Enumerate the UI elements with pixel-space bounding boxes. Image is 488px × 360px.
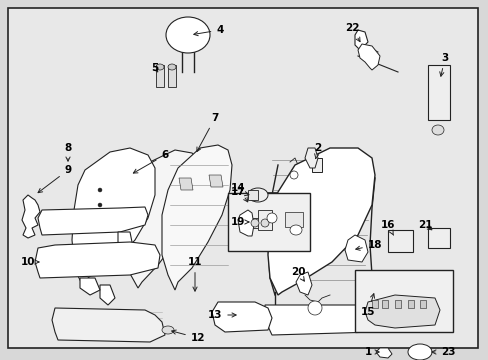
Text: 4: 4	[193, 25, 223, 36]
Text: 17: 17	[230, 187, 248, 197]
Bar	[427, 228, 449, 248]
Text: 3: 3	[439, 53, 447, 76]
Bar	[419, 300, 425, 308]
Ellipse shape	[168, 64, 176, 70]
Polygon shape	[345, 235, 367, 262]
Ellipse shape	[250, 219, 259, 227]
Polygon shape	[22, 195, 40, 238]
Polygon shape	[125, 150, 200, 288]
Polygon shape	[100, 285, 115, 305]
Ellipse shape	[156, 64, 163, 70]
Bar	[427, 65, 449, 120]
Bar	[285, 212, 303, 227]
Ellipse shape	[266, 213, 276, 223]
Text: 2: 2	[314, 143, 321, 159]
Ellipse shape	[98, 188, 102, 192]
Ellipse shape	[307, 301, 321, 315]
Text: 1: 1	[364, 347, 378, 357]
Ellipse shape	[289, 171, 297, 179]
Bar	[381, 300, 387, 308]
Bar	[354, 270, 452, 332]
Text: 9: 9	[38, 165, 71, 193]
Ellipse shape	[165, 17, 209, 53]
Ellipse shape	[98, 203, 102, 207]
Ellipse shape	[431, 125, 443, 135]
Text: 23: 23	[431, 347, 454, 357]
Bar	[247, 218, 269, 228]
Text: 12: 12	[171, 330, 205, 343]
Text: 16: 16	[380, 220, 394, 235]
Text: 8: 8	[64, 143, 71, 161]
Bar	[387, 230, 412, 252]
Text: 20: 20	[290, 267, 305, 281]
Polygon shape	[212, 302, 271, 332]
Polygon shape	[179, 178, 193, 190]
Polygon shape	[267, 148, 374, 295]
Text: 15: 15	[360, 294, 374, 317]
Polygon shape	[375, 348, 391, 358]
Polygon shape	[38, 207, 148, 235]
Text: 19: 19	[230, 217, 248, 227]
Text: 22: 22	[344, 23, 359, 42]
Text: 10: 10	[20, 257, 39, 267]
Bar	[168, 65, 176, 87]
Bar	[156, 65, 163, 87]
Bar	[371, 300, 377, 308]
Polygon shape	[364, 295, 439, 328]
Polygon shape	[208, 175, 223, 187]
Ellipse shape	[407, 344, 431, 360]
Ellipse shape	[261, 219, 268, 227]
Polygon shape	[72, 148, 155, 290]
Polygon shape	[354, 30, 367, 50]
Text: 21: 21	[417, 220, 431, 230]
Polygon shape	[295, 272, 311, 295]
Ellipse shape	[98, 218, 102, 222]
Polygon shape	[118, 232, 132, 248]
Bar	[407, 300, 413, 308]
Text: 6: 6	[133, 150, 168, 173]
Bar	[227, 193, 309, 251]
Bar	[258, 210, 271, 230]
Polygon shape	[52, 308, 164, 342]
Text: 13: 13	[207, 310, 236, 320]
Bar	[394, 300, 400, 308]
Polygon shape	[80, 278, 100, 295]
Polygon shape	[264, 305, 381, 335]
Text: 18: 18	[355, 240, 382, 250]
Text: 11: 11	[187, 257, 202, 291]
Polygon shape	[357, 44, 379, 70]
Polygon shape	[162, 145, 231, 290]
Text: 14: 14	[230, 183, 247, 202]
Polygon shape	[305, 148, 317, 168]
Polygon shape	[238, 210, 253, 236]
Text: 5: 5	[151, 63, 158, 73]
Ellipse shape	[289, 225, 302, 235]
Bar	[311, 158, 321, 172]
Text: 7: 7	[197, 113, 218, 152]
Ellipse shape	[162, 326, 174, 334]
Bar	[247, 190, 258, 200]
Ellipse shape	[247, 188, 267, 202]
Polygon shape	[35, 242, 160, 278]
